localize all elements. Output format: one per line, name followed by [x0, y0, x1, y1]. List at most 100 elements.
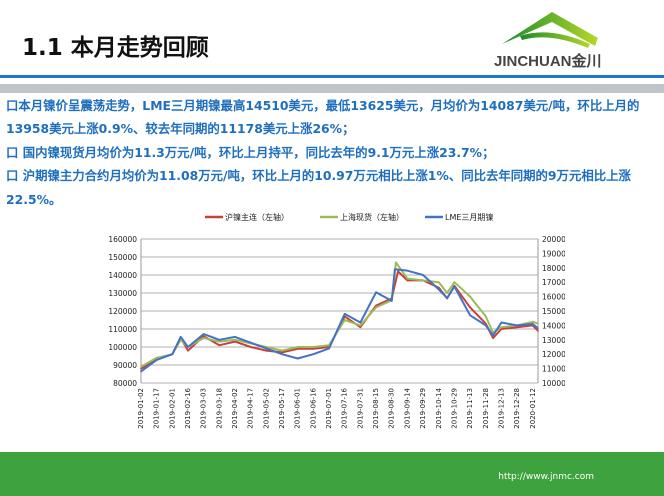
x-tick-label: 2019-03-03 — [200, 388, 208, 429]
header-divider — [0, 75, 664, 78]
data-point — [171, 353, 174, 355]
x-tick-label: 2019-08-30 — [388, 388, 396, 429]
y-right-tick-label: 20000 — [542, 235, 565, 244]
y-right-tick-label: 10000 — [542, 379, 565, 388]
data-point — [281, 349, 283, 352]
x-tick-label: 2019-09-14 — [403, 387, 411, 428]
data-point — [537, 322, 539, 325]
data-point — [484, 324, 487, 327]
grey-band — [0, 84, 664, 93]
data-point — [312, 346, 315, 348]
y-left-tick-label: 160000 — [108, 235, 137, 244]
data-point — [202, 337, 205, 339]
data-point — [312, 353, 315, 355]
data-point — [422, 274, 424, 276]
x-tick-label: 2019-12-28 — [513, 388, 521, 429]
data-point — [484, 315, 487, 318]
data-point — [296, 357, 299, 360]
data-point — [187, 349, 189, 352]
data-point — [492, 334, 494, 337]
data-point — [500, 321, 503, 324]
data-point — [312, 348, 315, 350]
y-left-tick-label: 130000 — [108, 289, 137, 298]
x-tick-label: 2019-01-02 — [137, 388, 145, 429]
x-tick-label: 2019-10-29 — [450, 388, 458, 429]
data-point — [249, 341, 252, 344]
summary-text: 口本月镍价呈震荡走势，LME三月期镍最高14510美元，最低13625美元，月均… — [6, 94, 661, 211]
data-point — [343, 319, 346, 321]
nickel-price-chart: 80000 90000 100000 110000 120000 130000 140000… — [108, 212, 565, 429]
data-point — [265, 349, 268, 352]
data-point — [155, 359, 158, 361]
data-point — [446, 297, 448, 299]
y-right-tick-label: 18000 — [542, 264, 565, 273]
data-point — [537, 327, 539, 330]
data-point — [155, 357, 158, 359]
x-tick-label: 2019-06-01 — [294, 388, 302, 429]
data-point — [234, 339, 236, 341]
data-point — [328, 347, 330, 350]
x-tick-label: 2019-12-13 — [497, 388, 505, 429]
data-point — [469, 306, 471, 309]
data-point — [265, 347, 268, 350]
data-point — [218, 340, 221, 343]
data-point — [492, 337, 494, 339]
data-point — [375, 291, 377, 294]
legend-label: LME三月期镍 — [445, 212, 493, 222]
data-point — [218, 344, 221, 346]
x-tick-label: 2020-01-12 — [529, 388, 537, 429]
x-tick-label: 2019-05-02 — [262, 388, 270, 429]
bullet-shfe: 口 沪期镍主力合约月均价为11.08万元/吨，环比上月的10.97万元相比上涨1… — [6, 168, 631, 207]
data-point — [516, 324, 518, 327]
data-point — [234, 336, 236, 338]
data-point — [202, 335, 205, 337]
data-point — [202, 333, 205, 335]
data-point — [446, 292, 448, 294]
y-right-tick-label: 15000 — [542, 307, 565, 316]
data-point — [140, 366, 142, 368]
y-right-tick-label: 16000 — [542, 293, 565, 302]
logo-text: JINCHUAN金川 — [494, 53, 602, 70]
x-tick-label: 2019-01-17 — [153, 388, 161, 429]
series-line — [140, 261, 539, 368]
y-right-tick-label: 17000 — [542, 278, 565, 287]
data-point — [296, 348, 299, 350]
y-left-tick-label: 90000 — [113, 361, 137, 370]
data-point — [531, 323, 534, 325]
data-point — [537, 330, 539, 332]
y-right-tick-label: 11000 — [542, 365, 565, 374]
data-point — [359, 326, 362, 328]
footer-url[interactable]: http://www.jnmc.com — [498, 472, 594, 482]
data-point — [187, 346, 189, 348]
x-tick-label: 2019-04-17 — [247, 388, 255, 429]
jinchuan-logo-icon — [502, 12, 598, 48]
data-point — [422, 279, 424, 282]
data-point — [437, 288, 440, 291]
x-tick-label: 2019-02-01 — [168, 388, 176, 429]
x-tick-label: 2019-06-16 — [309, 387, 317, 428]
data-point — [140, 367, 142, 370]
x-tick-label: 2019-07-01 — [325, 388, 333, 429]
data-point — [469, 314, 471, 317]
bullet-lme: 口本月镍价呈震荡走势，LME三月期镍最高14510美元，最低13625美元，月均… — [6, 98, 640, 137]
data-point — [375, 304, 377, 307]
x-tick-label: 2019-11-13 — [466, 388, 474, 429]
data-point — [437, 281, 440, 283]
y-right-tick-label: 12000 — [542, 350, 565, 359]
y-left-tick-label: 120000 — [108, 307, 137, 316]
data-point — [343, 313, 346, 315]
x-tick-label: 2019-05-17 — [278, 388, 286, 429]
data-point — [140, 370, 142, 373]
data-point — [406, 269, 409, 272]
data-point — [394, 268, 396, 271]
data-point — [453, 281, 456, 283]
y-left-tick-label: 110000 — [108, 325, 137, 334]
legend-label: 上海现货（左轴） — [340, 212, 404, 222]
data-point — [500, 326, 503, 328]
x-tick-label: 2019-08-15 — [372, 388, 380, 429]
y-left-tick-label: 100000 — [108, 343, 137, 352]
data-point — [469, 295, 471, 298]
data-point — [531, 321, 534, 323]
footer-bar: http://www.jnmc.com — [0, 452, 664, 496]
data-point — [281, 351, 283, 354]
